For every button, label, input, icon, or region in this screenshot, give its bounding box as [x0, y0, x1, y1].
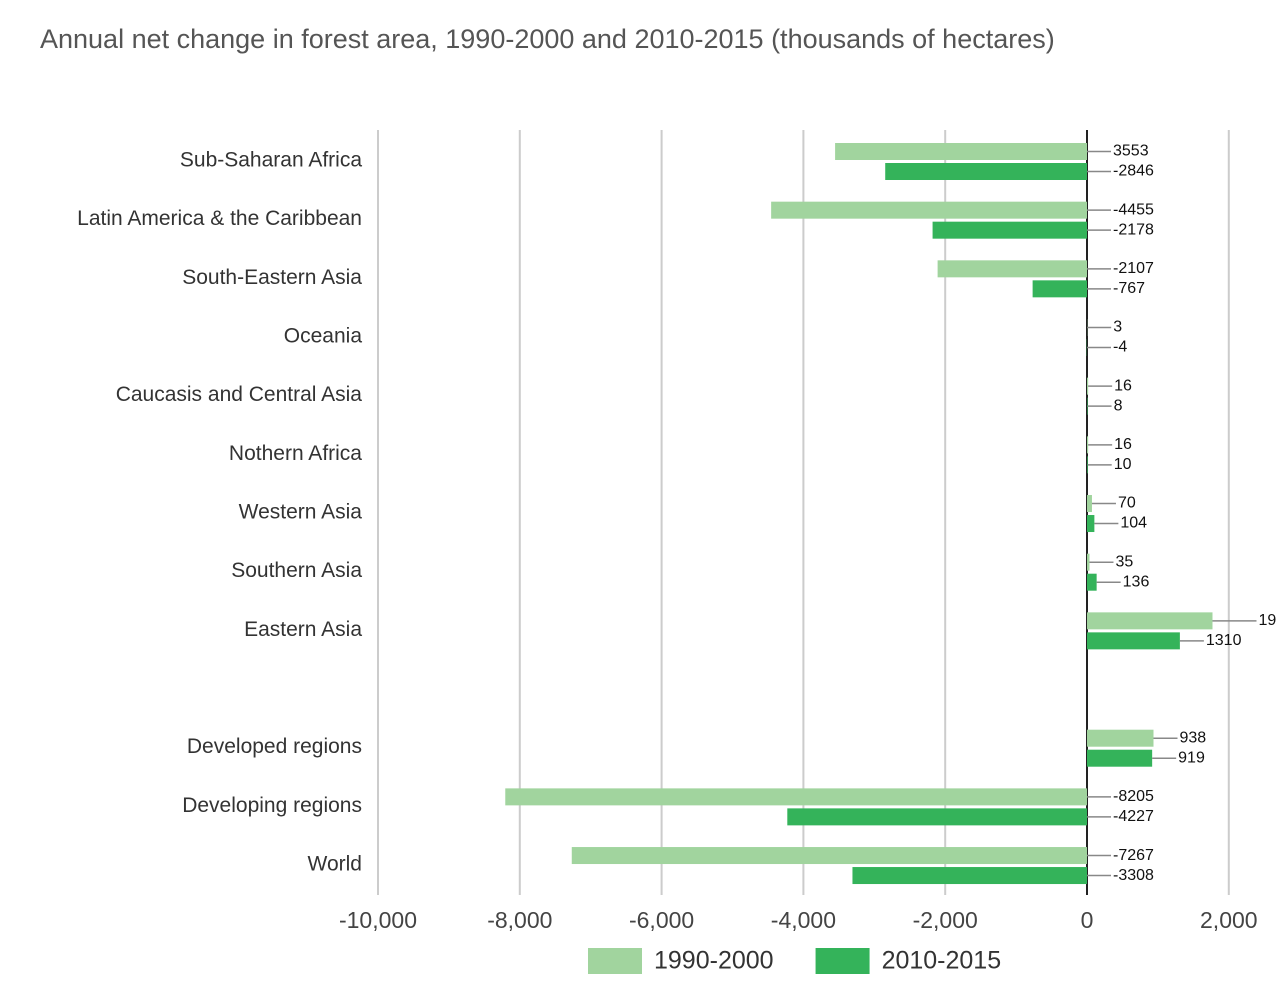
data-label: 70	[1118, 495, 1136, 512]
bar	[1087, 456, 1088, 474]
x-tick-label: -2,000	[913, 907, 978, 933]
data-label: -4455	[1113, 201, 1154, 218]
bar	[1087, 729, 1154, 747]
bar	[1087, 553, 1090, 571]
category-label: South-Eastern Asia	[182, 266, 362, 289]
bar	[1087, 749, 1153, 767]
data-label: -4227	[1113, 808, 1154, 825]
legend-label: 2010-2015	[882, 947, 1002, 975]
category-label: World	[308, 853, 362, 876]
x-tick-label: -10,000	[339, 907, 417, 933]
bar	[1087, 436, 1089, 454]
bar	[1087, 515, 1095, 533]
bar	[835, 143, 1087, 160]
x-tick-label: 0	[1081, 907, 1094, 933]
bar	[1087, 612, 1213, 630]
data-label: -4	[1113, 339, 1127, 356]
bar	[1087, 632, 1180, 650]
bar	[937, 260, 1087, 278]
data-label: 104	[1120, 515, 1147, 532]
data-label: -2846	[1113, 163, 1154, 180]
category-label: Latin America & the Caribbean	[77, 207, 362, 230]
data-label: -2107	[1113, 260, 1154, 277]
category-label: Caucasis and Central Asia	[116, 383, 363, 406]
category-label: Oceania	[284, 325, 363, 348]
data-label: 938	[1180, 729, 1207, 746]
category-label: Western Asia	[239, 501, 363, 524]
bar	[1087, 377, 1089, 395]
data-label: 1310	[1206, 632, 1242, 649]
bar	[571, 847, 1087, 865]
data-label: 16	[1114, 377, 1132, 394]
bar	[1087, 397, 1088, 415]
legend-swatch	[588, 948, 642, 974]
legend-swatch	[815, 948, 870, 974]
data-label: 919	[1178, 749, 1205, 766]
data-label: 3	[1113, 319, 1122, 336]
bar	[1087, 573, 1097, 591]
data-label: -3308	[1113, 867, 1154, 884]
category-label: Southern Asia	[231, 559, 362, 582]
data-label: -8205	[1113, 788, 1154, 805]
bar	[505, 788, 1087, 806]
data-label: -7267	[1113, 847, 1154, 864]
category-label: Nothern Africa	[229, 442, 362, 465]
bar	[787, 808, 1087, 826]
category-label: Eastern Asia	[244, 618, 362, 641]
category-label: Sub-Saharan Africa	[180, 149, 362, 172]
data-label: 3553	[1113, 143, 1149, 160]
x-tick-label: -4,000	[771, 907, 836, 933]
chart-title: Annual net change in forest area, 1990-2…	[40, 24, 1055, 54]
bar	[885, 163, 1087, 180]
data-label: 10	[1114, 456, 1132, 473]
bar	[1032, 280, 1087, 298]
category-label: Developing regions	[182, 794, 362, 817]
data-label: 19	[1258, 612, 1276, 629]
bar	[852, 867, 1087, 885]
data-label: 16	[1114, 436, 1132, 453]
bar	[1087, 495, 1092, 513]
legend-label: 1990-2000	[654, 947, 774, 975]
bar	[932, 221, 1087, 239]
x-tick-label: 2,000	[1200, 907, 1258, 933]
bar	[771, 201, 1087, 219]
data-label: 35	[1115, 553, 1133, 570]
data-label: 8	[1114, 397, 1123, 414]
data-label: -767	[1113, 280, 1145, 297]
x-tick-label: -6,000	[629, 907, 694, 933]
data-label: -2178	[1113, 221, 1154, 238]
data-label: 136	[1123, 573, 1150, 590]
category-label: Developed regions	[187, 735, 362, 758]
x-tick-label: -8,000	[487, 907, 552, 933]
